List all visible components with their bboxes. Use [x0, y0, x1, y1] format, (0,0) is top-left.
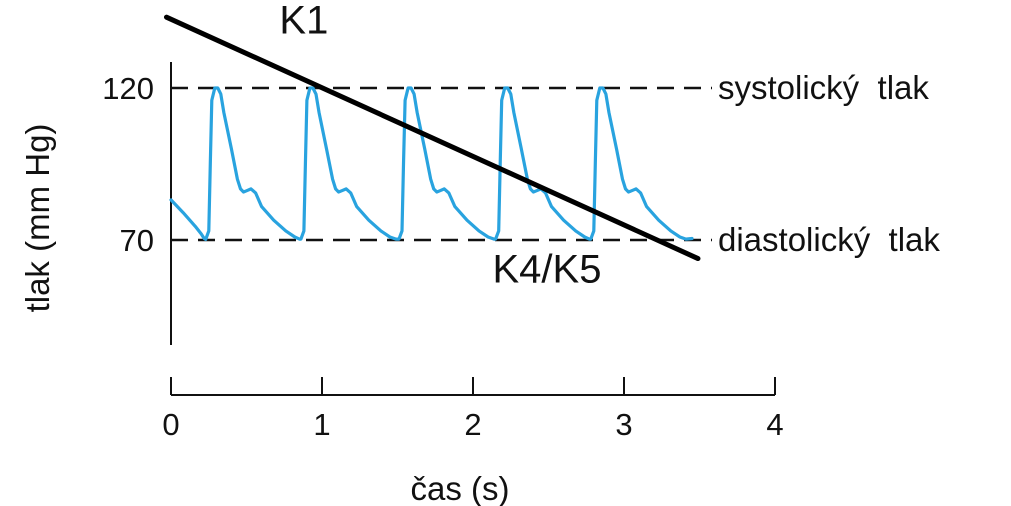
y-tick-label-0: 70: [120, 223, 154, 258]
series-line-0: [169, 86, 694, 241]
x-axis-title: čas (s): [411, 470, 510, 506]
reference-label-0: systolický tlak: [718, 69, 929, 106]
x-tick-label-3: 3: [615, 407, 632, 442]
annotation-layer: K1 K4/K5: [279, 0, 601, 292]
x-tick-label-0: 0: [162, 407, 179, 442]
x-tick-label-4: 4: [766, 407, 783, 442]
y-axis-ticks: 70 120: [102, 71, 154, 258]
y-axis-title: tlak (mm Hg): [19, 124, 56, 313]
overlay-layer: [163, 14, 701, 262]
cuff-pressure-line: [163, 14, 701, 262]
series-layer: [169, 86, 694, 241]
x-axis-ticks: 0 1 2 3 4: [162, 377, 784, 442]
x-tick-label-2: 2: [464, 407, 481, 442]
reference-lines: systolický tlak diastolický tlak: [171, 69, 940, 258]
annotation-k4-k5: K4/K5: [493, 248, 602, 292]
x-tick-label-1: 1: [313, 407, 330, 442]
annotation-k1: K1: [279, 0, 328, 42]
reference-label-1: diastolický tlak: [718, 221, 940, 258]
y-tick-label-1: 120: [102, 71, 154, 106]
